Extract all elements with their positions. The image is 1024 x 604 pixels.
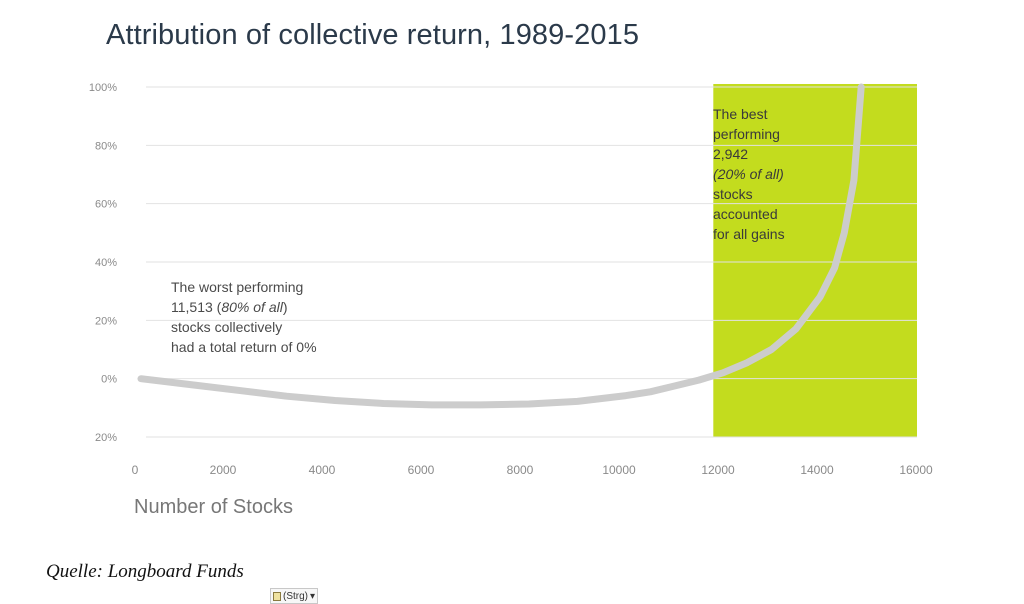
ann-best-line-3: 2,942	[713, 146, 748, 162]
x-tick-label: 10000	[602, 463, 636, 477]
ann-worst-line-4: had a total return of 0%	[171, 339, 317, 355]
grid-lines	[146, 86, 917, 438]
y-tick-label: 60%	[95, 199, 117, 211]
x-axis-ticks: 0 2000 4000 6000 8000 10000 12000 14000 16000	[132, 463, 933, 477]
x-tick-label: 6000	[408, 463, 435, 477]
y-axis-ticks: 100% 80% 60% 40% 20% 0% 20%	[89, 82, 117, 444]
y-tick-label: 100%	[89, 82, 117, 94]
y-tick-label: 40%	[95, 257, 117, 269]
x-axis-label: Number of Stocks	[134, 496, 293, 518]
ann-best-line-6: accounted	[713, 206, 778, 222]
y-tick-label: 0%	[101, 374, 117, 386]
cumulative-return-curve	[137, 83, 865, 409]
chart-title: Attribution of collective return, 1989-2…	[106, 19, 640, 51]
ann-best-line-2: performing	[713, 126, 780, 142]
annotation-best-performers: The best performing 2,942 (20% of all) s…	[713, 106, 788, 242]
ann-best-line-7: for all gains	[713, 226, 785, 242]
ann-worst-line-2c: )	[283, 299, 288, 315]
chart-plot-area: 100% 80% 60% 40% 20% 0% 20% 0 2000 4000 6000 8000 1…	[89, 82, 933, 477]
x-tick-label: 16000	[899, 463, 933, 477]
x-tick-label: 14000	[800, 463, 834, 477]
chevron-down-icon: ▾	[310, 590, 316, 602]
ann-worst-line-3: stocks collectively	[171, 319, 282, 335]
ann-worst-line-2b: 80% of all	[221, 299, 283, 315]
y-tick-label: 20%	[95, 432, 117, 444]
ann-best-line-1: The best	[713, 106, 768, 122]
ann-worst-line-1: The worst performing	[171, 279, 303, 295]
ann-best-line-4: (20% of all)	[713, 166, 784, 182]
x-tick-label: 8000	[507, 463, 534, 477]
source-caption: Quelle: Longboard Funds	[46, 561, 244, 582]
x-tick-label: 0	[132, 463, 139, 477]
x-tick-label: 12000	[701, 463, 735, 477]
ann-worst-line-2a: 11,513 (	[171, 299, 222, 315]
x-tick-label: 2000	[210, 463, 237, 477]
y-tick-label: 20%	[95, 315, 117, 327]
annotation-worst-performers: The worst performing 11,513 (80% of all)…	[171, 279, 317, 355]
ann-best-line-5: stocks	[713, 186, 753, 202]
y-tick-label: 80%	[95, 140, 117, 152]
paste-options-button[interactable]: (Strg) ▾	[270, 588, 319, 604]
clipboard-icon	[273, 591, 281, 601]
x-tick-label: 4000	[309, 463, 336, 477]
paste-options-label: (Strg)	[283, 590, 308, 602]
